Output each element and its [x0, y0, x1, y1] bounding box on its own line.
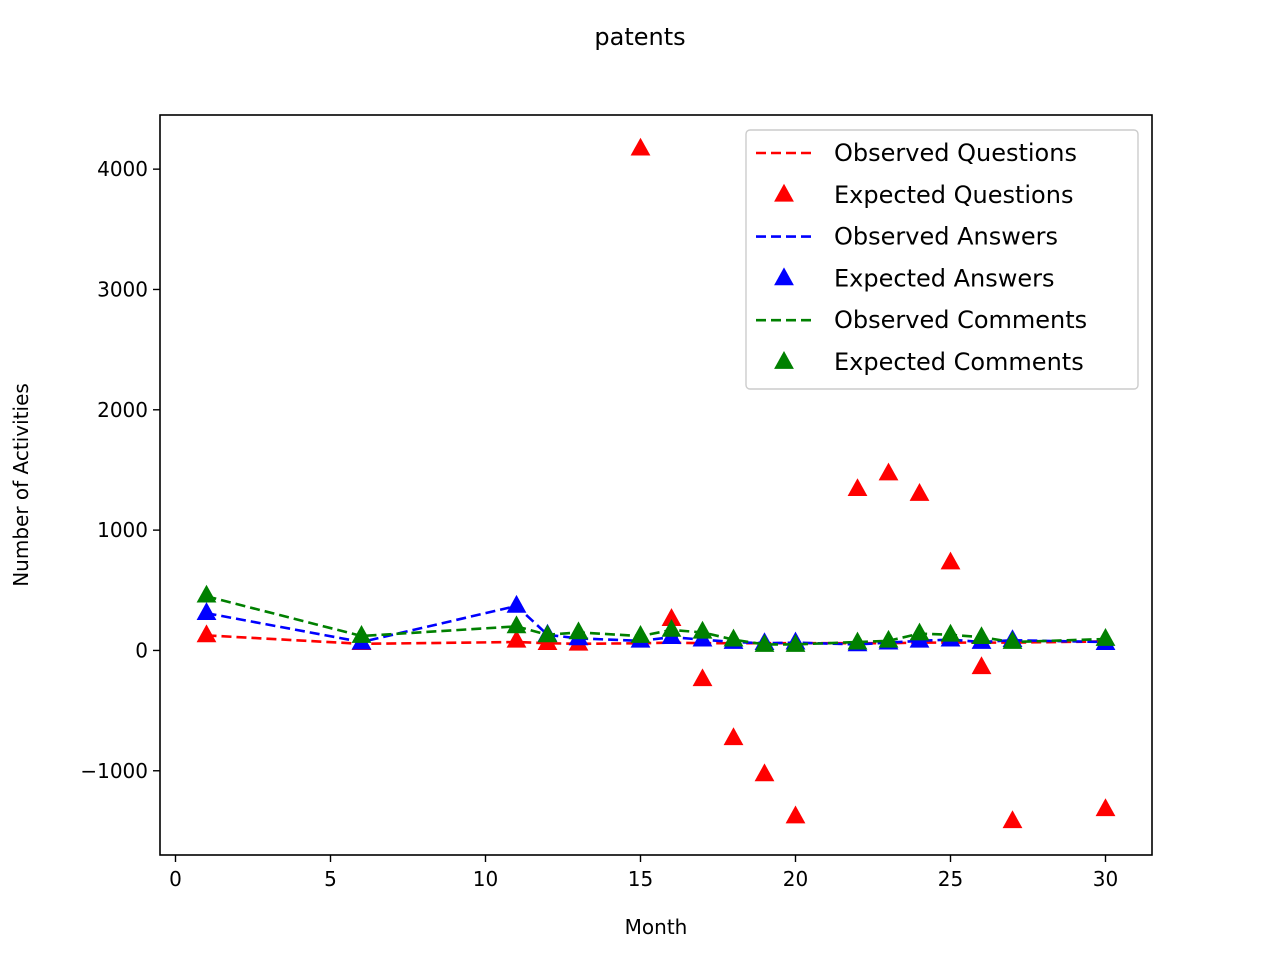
expected-questions-point: [972, 656, 992, 674]
x-axis-label: Month: [625, 915, 688, 939]
x-tick-label: 25: [938, 867, 963, 891]
y-tick-label: 2000: [97, 398, 148, 422]
chart-title: patents: [594, 23, 685, 51]
expected-questions-point: [1003, 810, 1023, 828]
x-tick-label: 10: [473, 867, 498, 891]
expected-comments-point: [197, 585, 217, 603]
expected-questions-point: [631, 138, 651, 156]
expected-comments-point: [631, 625, 651, 643]
y-axis: −1000 0 1000 2000 3000 4000: [80, 157, 160, 783]
y-tick-label: 1000: [97, 518, 148, 542]
expected-comments-point: [972, 626, 992, 644]
legend-label-expected-comments: Expected Comments: [834, 348, 1084, 376]
expected-comments-point: [1096, 628, 1116, 646]
expected-questions-point: [848, 478, 868, 496]
legend-label-observed-questions: Observed Questions: [834, 139, 1077, 167]
expected-questions-point: [197, 624, 217, 642]
expected-questions-point: [910, 483, 930, 501]
y-axis-label: Number of Activities: [9, 383, 33, 587]
expected-comments-point: [910, 623, 930, 641]
x-tick-label: 0: [169, 867, 182, 891]
legend: Observed Questions Expected Questions Obse…: [746, 130, 1138, 389]
legend-label-expected-answers: Expected Answers: [834, 264, 1055, 292]
x-tick-label: 15: [628, 867, 653, 891]
y-tick-label: −1000: [80, 759, 148, 783]
expected-questions-point: [693, 668, 713, 686]
expected-answers-point: [507, 595, 527, 613]
x-tick-label: 20: [783, 867, 808, 891]
expected-questions-point: [1096, 798, 1116, 816]
y-tick-label: 4000: [97, 157, 148, 181]
expected-comments-point: [569, 621, 589, 639]
expected-comments-point: [941, 624, 961, 642]
legend-label-expected-questions: Expected Questions: [834, 181, 1073, 209]
observed-answers-line: [207, 606, 1106, 645]
legend-label-observed-answers: Observed Answers: [834, 223, 1058, 251]
expected-questions-point: [879, 463, 899, 481]
expected-questions-point: [755, 763, 775, 781]
expected-questions-point: [724, 727, 744, 745]
x-axis: 0 5 10 15 20 25 30: [169, 855, 1118, 891]
y-tick-label: 3000: [97, 277, 148, 301]
expected-comments-point: [693, 621, 713, 639]
expected-questions-point: [941, 552, 961, 570]
y-tick-label: 0: [135, 638, 148, 662]
expected-answers-point: [197, 602, 217, 620]
expected-questions-point: [786, 805, 806, 823]
legend-label-observed-comments: Observed Comments: [834, 306, 1087, 334]
x-tick-label: 30: [1093, 867, 1118, 891]
expected-comments-point: [507, 615, 527, 633]
x-tick-label: 5: [324, 867, 337, 891]
